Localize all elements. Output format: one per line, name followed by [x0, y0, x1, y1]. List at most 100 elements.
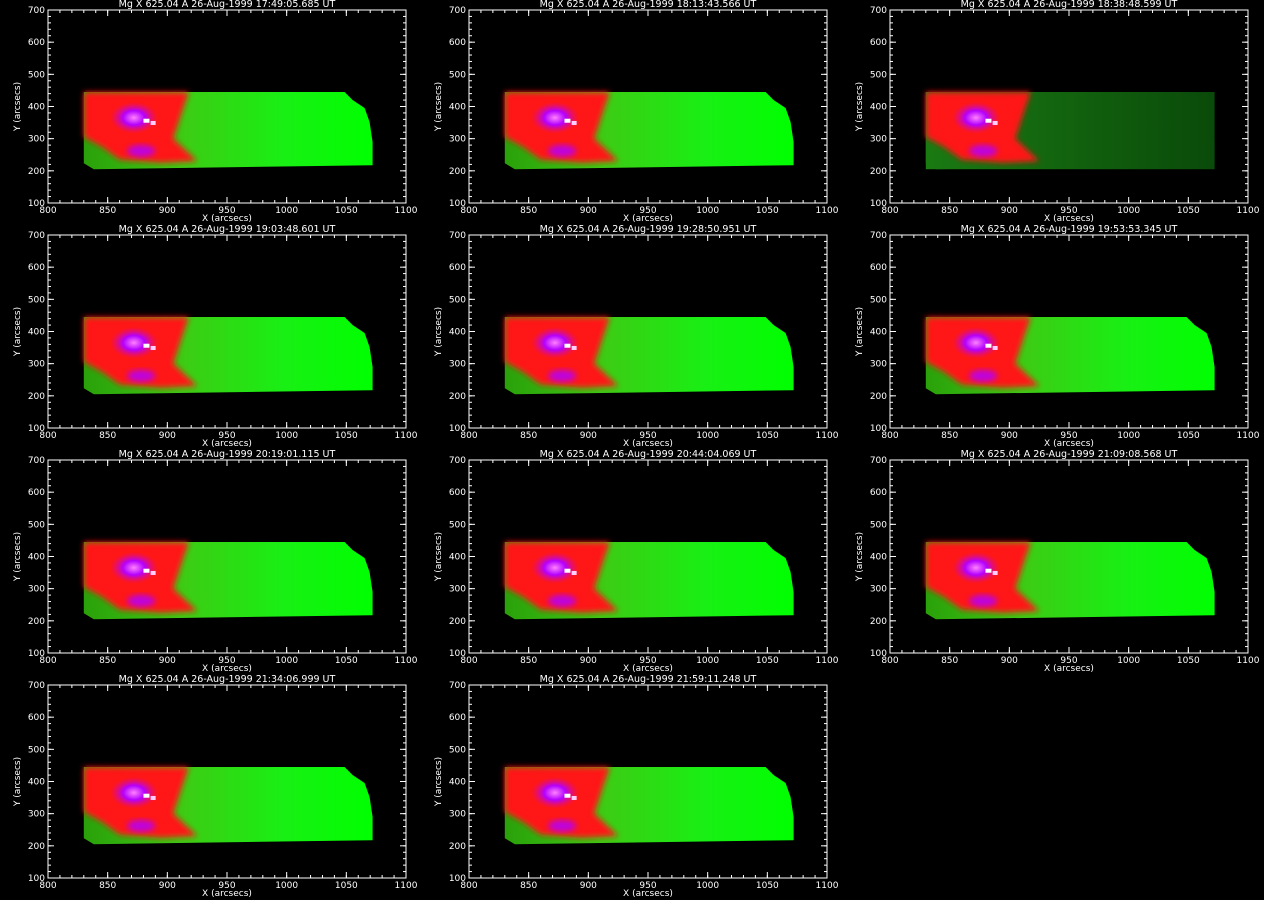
y-tick-label: 700	[449, 231, 466, 241]
x-tick-label: 900	[159, 431, 176, 441]
panel: Mg X 625.04 A 26-Aug-1999 18:38:48.599 U…	[855, 0, 1260, 224]
y-axis-label: Y (arcsecs)	[855, 532, 865, 582]
y-tick-label: 700	[449, 456, 466, 466]
x-tick-label: 1000	[1117, 431, 1140, 441]
axes: 800 850 900 950 1000 1050 1100 100 200 300 400 500 6…	[13, 231, 418, 449]
y-tick-label: 600	[449, 488, 466, 498]
bright-pixel	[150, 345, 156, 350]
y-tick-label: 500	[449, 520, 466, 530]
x-tick-label: 950	[639, 431, 656, 441]
x-tick-label: 950	[1060, 431, 1077, 441]
axes: 800 850 900 950 1000 1050 1100 100 200 300 400 500 6…	[13, 456, 418, 674]
y-tick-label: 600	[449, 38, 466, 48]
spectral-image	[83, 767, 373, 845]
bright-pixel	[992, 345, 998, 350]
bright-pixel	[992, 570, 998, 575]
x-tick-label: 1050	[756, 431, 779, 441]
y-tick-label: 500	[28, 745, 45, 755]
axes: 800 850 900 950 1000 1050 1100 100 200 300 400 500 6…	[13, 6, 418, 224]
x-tick-label: 950	[639, 206, 656, 216]
bright-pixel	[985, 568, 992, 573]
y-tick-label: 200	[449, 842, 466, 852]
y-tick-label: 300	[870, 585, 887, 595]
y-tick-label: 100	[28, 874, 45, 884]
y-tick-label: 700	[28, 456, 45, 466]
bright-pixel	[564, 118, 571, 123]
y-tick-label: 400	[28, 553, 45, 563]
y-tick-label: 600	[870, 38, 887, 48]
y-tick-label: 300	[28, 810, 45, 820]
y-axis-label: Y (arcsecs)	[434, 82, 444, 132]
y-tick-label: 500	[870, 70, 887, 80]
y-tick-label: 600	[28, 38, 45, 48]
x-axis-label: X (arcsecs)	[202, 439, 252, 449]
x-tick-label: 800	[460, 881, 477, 891]
panel-title: Mg X 625.04 A 26-Aug-1999 19:28:50.951 U…	[540, 224, 757, 235]
x-tick-label: 900	[1001, 206, 1018, 216]
x-tick-label: 1100	[816, 206, 839, 216]
axes: 800 850 900 950 1000 1050 1100 100 200 300 400 500 6…	[434, 231, 839, 449]
y-tick-label: 100	[449, 199, 466, 209]
y-tick-label: 100	[28, 424, 45, 434]
x-tick-label: 850	[99, 656, 116, 666]
x-tick-label: 800	[39, 206, 56, 216]
x-tick-label: 800	[460, 206, 477, 216]
x-tick-label: 950	[218, 206, 235, 216]
y-axis-label: Y (arcsecs)	[13, 532, 23, 582]
panel-title: Mg X 625.04 A 26-Aug-1999 21:09:08.568 U…	[961, 449, 1178, 460]
y-tick-label: 700	[870, 6, 887, 16]
y-tick-label: 700	[28, 231, 45, 241]
x-tick-label: 900	[159, 206, 176, 216]
x-tick-label: 1050	[756, 206, 779, 216]
magenta-core	[951, 326, 1000, 359]
panel-title: Mg X 625.04 A 26-Aug-1999 18:13:43.566 U…	[540, 0, 757, 10]
x-tick-label: 950	[1060, 206, 1077, 216]
panel: Mg X 625.04 A 26-Aug-1999 19:28:50.951 U…	[434, 224, 839, 449]
x-axis-label: X (arcsecs)	[202, 889, 252, 899]
x-tick-label: 1050	[335, 431, 358, 441]
x-tick-label: 900	[580, 881, 597, 891]
panel: Mg X 625.04 A 26-Aug-1999 21:59:11.248 U…	[434, 674, 839, 899]
x-tick-label: 1050	[335, 656, 358, 666]
x-tick-label: 850	[520, 431, 537, 441]
x-axis-label: X (arcsecs)	[202, 214, 252, 224]
x-tick-label: 1100	[816, 881, 839, 891]
x-tick-label: 1050	[335, 881, 358, 891]
y-tick-label: 200	[449, 617, 466, 627]
bright-pixel	[985, 343, 992, 348]
x-axis-label: X (arcsecs)	[202, 664, 252, 674]
y-tick-label: 600	[28, 263, 45, 273]
panel-title: Mg X 625.04 A 26-Aug-1999 20:44:04.069 U…	[540, 449, 757, 460]
magenta-lower	[548, 144, 577, 157]
y-tick-label: 200	[870, 392, 887, 402]
bright-pixel	[985, 118, 992, 123]
bright-pixel	[564, 793, 571, 798]
bright-pixel	[571, 120, 577, 125]
bright-pixel	[143, 343, 150, 348]
y-tick-label: 700	[449, 6, 466, 16]
panel-title: Mg X 625.04 A 26-Aug-1999 19:53:53.345 U…	[961, 224, 1178, 235]
spectral-image	[504, 92, 794, 170]
bright-pixel	[571, 345, 577, 350]
x-tick-label: 900	[1001, 431, 1018, 441]
panel-title: Mg X 625.04 A 26-Aug-1999 18:38:48.599 U…	[961, 0, 1178, 10]
y-tick-label: 300	[449, 810, 466, 820]
x-tick-label: 1100	[1237, 656, 1260, 666]
y-tick-label: 200	[870, 617, 887, 627]
y-tick-label: 600	[28, 713, 45, 723]
x-axis-label: X (arcsecs)	[623, 214, 673, 224]
axes: 800 850 900 950 1000 1050 1100 100 200 300 400 500 6…	[855, 6, 1260, 224]
magenta-core	[530, 101, 579, 134]
spectral-image	[83, 542, 373, 620]
magenta-core	[951, 551, 1000, 584]
magenta-core	[109, 551, 158, 584]
x-tick-label: 1100	[1237, 206, 1260, 216]
panel: Mg X 625.04 A 26-Aug-1999 20:19:01.115 U…	[13, 449, 418, 674]
y-tick-label: 700	[28, 6, 45, 16]
magenta-lower	[969, 594, 998, 607]
spectral-image	[925, 542, 1215, 620]
x-tick-label: 850	[99, 881, 116, 891]
panel-title: Mg X 625.04 A 26-Aug-1999 17:49:05.685 U…	[119, 0, 336, 10]
bright-pixel	[150, 570, 156, 575]
